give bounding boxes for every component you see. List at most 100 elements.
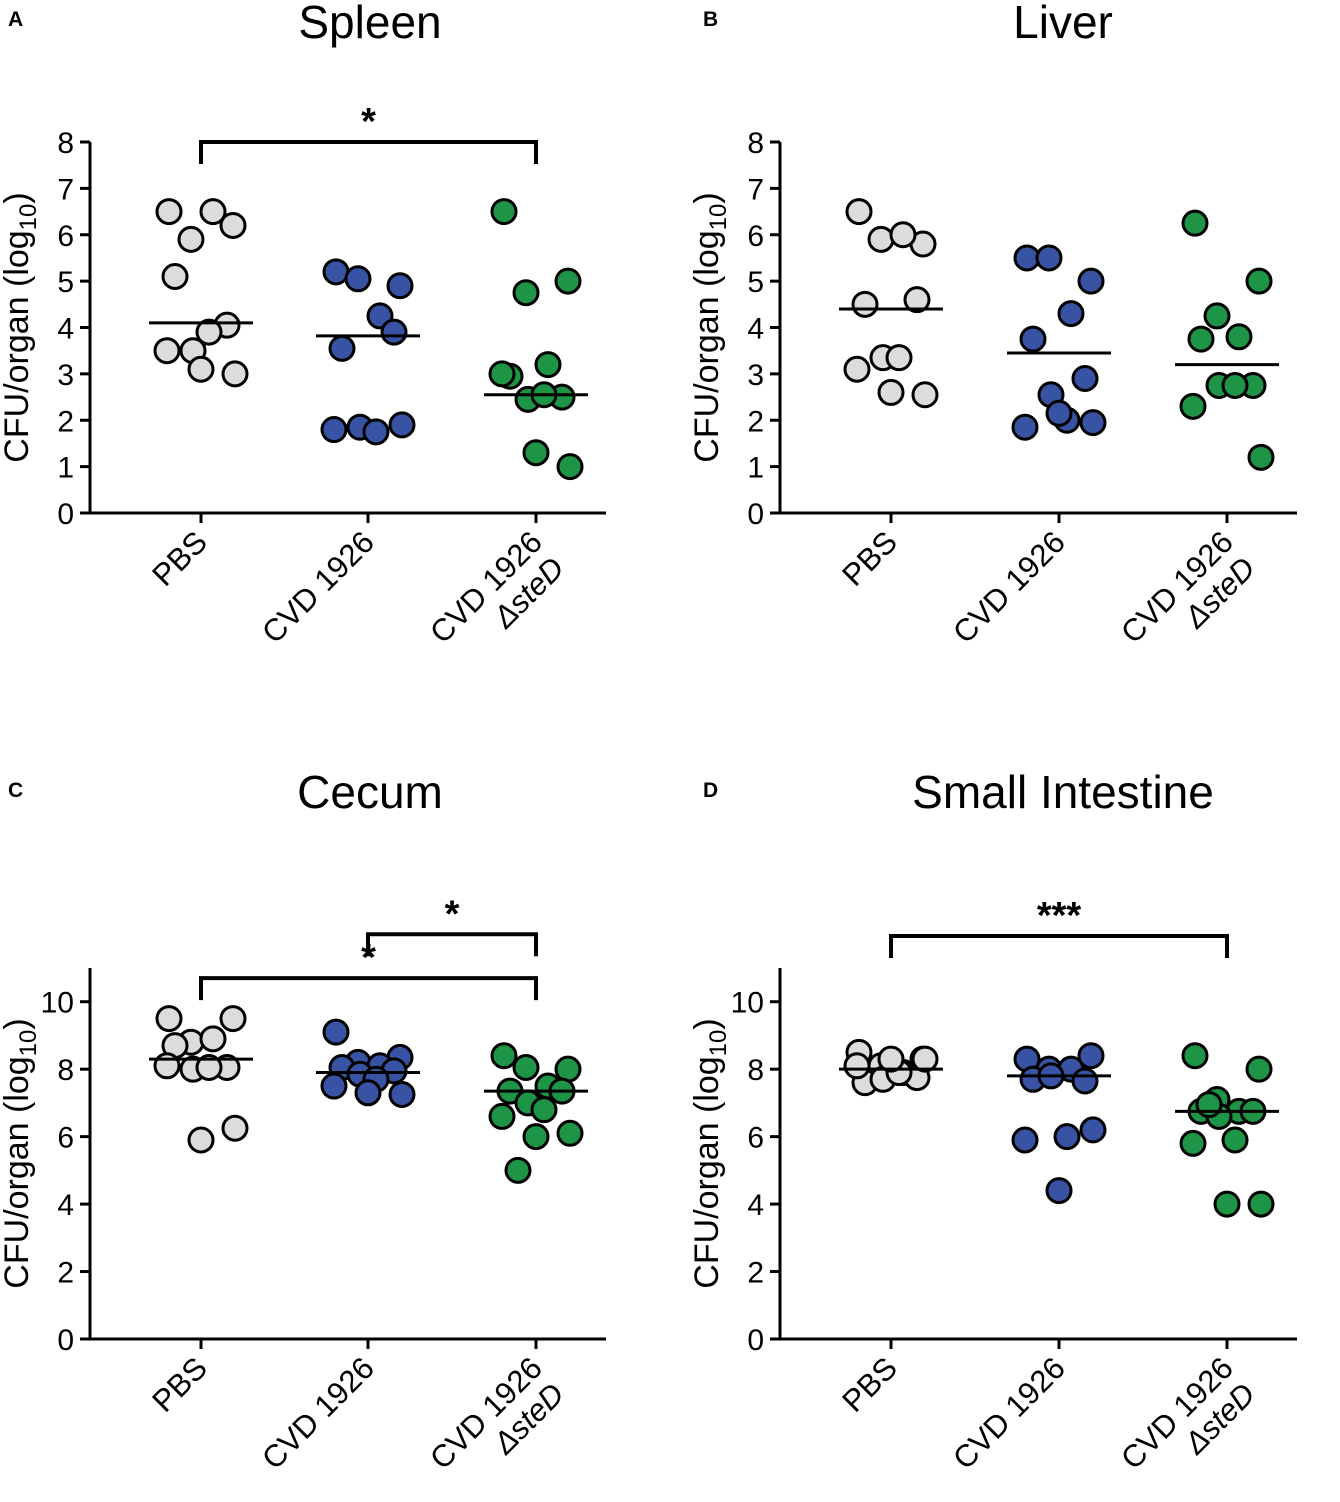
panel-a: A Spleen 0 1 2 3 4 5 6 7 8 CFU/organ (log10) PBS CVD …	[0, 0, 606, 650]
data-point	[1203, 302, 1231, 330]
data-point	[221, 360, 249, 388]
y-tick-label: 2	[57, 1257, 74, 1290]
data-point	[1245, 1055, 1273, 1083]
y-tick-label: 7	[57, 173, 74, 206]
data-point	[177, 225, 205, 253]
data-point	[522, 439, 550, 467]
data-point	[843, 1052, 871, 1080]
category-label: PBS	[835, 524, 904, 593]
category-label: CVD 1926	[255, 524, 381, 650]
data-point	[362, 418, 390, 446]
y-tick-label: 10	[41, 987, 74, 1020]
y-tick-label: 10	[731, 987, 764, 1020]
y-axis-label-main: CFU/organ (log	[0, 230, 36, 462]
panel-letter: C	[8, 779, 23, 802]
data-point	[903, 286, 931, 314]
y-axis-label-main: CFU/organ (log	[688, 230, 726, 462]
y-tick-label: 8	[747, 127, 764, 160]
data-point	[851, 290, 879, 318]
data-point	[161, 262, 189, 290]
data-point	[155, 1005, 183, 1033]
y-tick-label: 1	[747, 452, 764, 485]
y-tick-label: 2	[747, 405, 764, 438]
data-point	[1079, 1116, 1107, 1144]
y-axis-label-subscript: 10	[705, 204, 732, 231]
data-point	[153, 1052, 181, 1080]
data-point	[1213, 1190, 1241, 1218]
data-point	[1077, 1042, 1105, 1070]
data-point	[1181, 1042, 1209, 1070]
data-point	[388, 1080, 416, 1108]
data-point	[328, 334, 356, 362]
data-point	[490, 1042, 518, 1070]
panel-title: Spleen	[298, 0, 441, 48]
y-tick-label: 4	[747, 1189, 764, 1222]
data-point	[199, 1025, 227, 1053]
y-tick-label: 2	[57, 405, 74, 438]
data-point	[889, 221, 917, 249]
y-axis-label: CFU/organ (log10)	[688, 1018, 732, 1288]
y-axis-label-main: CFU/organ (log	[688, 1056, 726, 1288]
data-point	[488, 1102, 516, 1130]
data-point	[1221, 371, 1249, 399]
y-axis-label-end: )	[0, 192, 36, 203]
data-point	[1053, 1123, 1081, 1151]
data-point	[320, 1072, 348, 1100]
data-point	[322, 258, 350, 286]
data-point	[1195, 1091, 1223, 1119]
y-tick-label: 8	[747, 1054, 764, 1087]
y-tick-label: 4	[57, 1189, 74, 1222]
significance-bracket	[889, 933, 1229, 958]
data-point	[187, 1126, 215, 1154]
category-label: PBS	[145, 1350, 214, 1419]
data-point	[1179, 1129, 1207, 1157]
data-point	[1179, 392, 1207, 420]
data-point	[1035, 244, 1063, 272]
y-tick-label: 2	[747, 1257, 764, 1290]
data-point	[1221, 1126, 1249, 1154]
data-point	[1045, 1177, 1073, 1205]
data-point	[554, 1055, 582, 1083]
data-point	[187, 355, 215, 383]
data-point	[877, 378, 905, 406]
data-point	[534, 351, 562, 379]
y-axis-label-end: )	[688, 1018, 726, 1029]
y-axis-label: CFU/organ (log10)	[0, 192, 42, 462]
data-point	[1247, 443, 1275, 471]
y-axis-label-subscript: 10	[705, 1030, 732, 1057]
y-tick-label: 8	[57, 127, 74, 160]
panel-letter: D	[703, 779, 718, 802]
y-tick-label: 8	[57, 1054, 74, 1087]
data-point	[554, 267, 582, 295]
data-point	[354, 1079, 382, 1107]
category-label: PBS	[835, 1350, 904, 1419]
y-tick-label: 4	[747, 313, 764, 346]
significance-bracket	[199, 140, 538, 164]
data-point	[322, 1018, 350, 1046]
data-point	[195, 318, 223, 346]
category-label: CVD 1926	[946, 524, 1072, 650]
y-tick-label: 0	[747, 498, 764, 531]
data-point	[1019, 325, 1047, 353]
data-point	[530, 1096, 558, 1124]
y-tick-label: 6	[747, 1122, 764, 1155]
y-tick-label: 3	[57, 359, 74, 392]
data-point	[911, 381, 939, 409]
significance-bracket	[199, 976, 538, 1001]
data-point	[1079, 409, 1107, 437]
data-point	[386, 272, 414, 300]
data-point	[556, 453, 584, 481]
data-point	[556, 1119, 584, 1147]
y-tick-label: 0	[57, 498, 74, 531]
data-point	[388, 411, 416, 439]
data-point	[488, 360, 516, 388]
data-point	[522, 1123, 550, 1151]
data-point	[221, 1114, 249, 1142]
significance-label: *	[445, 893, 460, 935]
y-tick-label: 4	[57, 313, 74, 346]
y-axis-label-end: )	[0, 1018, 36, 1029]
data-point	[867, 225, 895, 253]
